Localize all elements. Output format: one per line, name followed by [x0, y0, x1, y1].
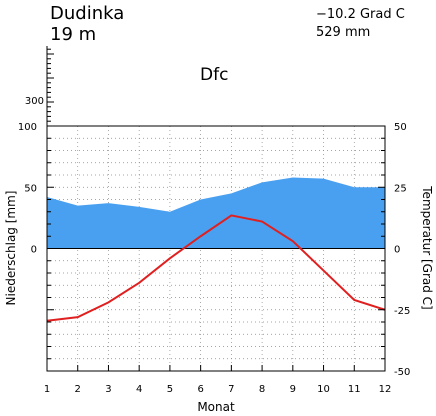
right-tick-label: 25 — [394, 183, 407, 194]
x-tick-label: 4 — [136, 384, 142, 395]
upper-precip-axis: 300 — [25, 46, 54, 127]
x-tick-label: 7 — [228, 384, 234, 395]
station-elevation: 19 m — [50, 24, 96, 45]
x-tick-label: 3 — [105, 384, 111, 395]
right-axis-label: Temperatur [Grad C] — [420, 185, 434, 309]
header: Dudinka 19 m −10.2 Grad C 529 mm Dfc — [50, 3, 405, 85]
upper-tick-label: 300 — [25, 96, 44, 107]
x-tick-label: 12 — [379, 384, 392, 395]
station-name: Dudinka — [50, 3, 124, 24]
x-tick-label: 6 — [197, 384, 203, 395]
x-tick-label: 9 — [290, 384, 296, 395]
left-tick-label: 100 — [18, 122, 37, 133]
koppen-class: Dfc — [200, 65, 228, 85]
right-tick-label: -50 — [394, 367, 410, 378]
left-tick-label: 50 — [24, 183, 37, 194]
x-tick-label: 10 — [317, 384, 330, 395]
annual-precipitation: 529 mm — [316, 25, 370, 40]
x-tick-labels: 1 2 3 4 5 6 7 8 9 10 11 12 — [44, 384, 392, 395]
right-tick-labels: 50 25 0 -25 -50 — [394, 122, 410, 378]
precipitation-area — [47, 177, 385, 249]
left-axis-label: Niederschlag [mm] — [4, 191, 18, 306]
right-tick-label: 0 — [394, 245, 400, 256]
temperature-line — [46, 214, 386, 322]
right-tick-label: 50 — [394, 122, 407, 133]
left-tick-label: 0 — [31, 245, 37, 256]
x-tick-label: 1 — [44, 384, 50, 395]
x-axis-label: Monat — [197, 400, 235, 414]
axis-ticks — [46, 125, 386, 372]
right-tick-label: -25 — [394, 306, 410, 317]
x-tick-label: 2 — [75, 384, 81, 395]
x-tick-label: 8 — [259, 384, 265, 395]
x-tick-label: 5 — [167, 384, 173, 395]
x-tick-label: 11 — [348, 384, 361, 395]
left-tick-labels: 100 50 0 — [18, 122, 37, 256]
mean-temperature: −10.2 Grad C — [316, 7, 405, 22]
